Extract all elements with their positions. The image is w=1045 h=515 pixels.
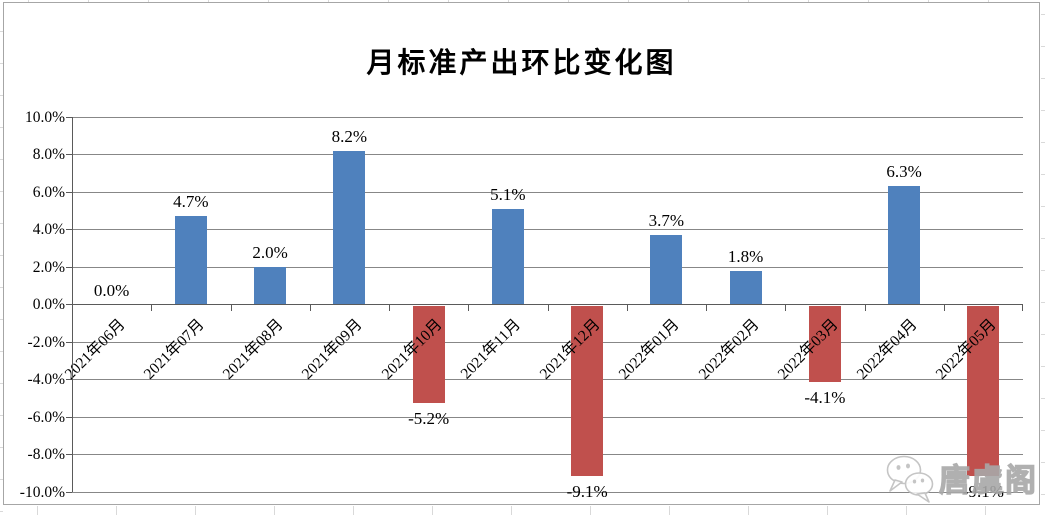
bar[interactable] xyxy=(729,270,762,305)
bar[interactable] xyxy=(967,305,1000,477)
y-axis-tick-label: -10.0% xyxy=(19,483,65,501)
gridline xyxy=(72,116,1023,118)
y-axis-tick xyxy=(66,379,72,380)
bar-value-label: -9.1% xyxy=(566,482,608,502)
y-axis-tick xyxy=(66,116,72,118)
chart-title: 月标准产出环比变化图 xyxy=(366,47,677,78)
bar-value-label: 6.3% xyxy=(886,162,922,182)
spreadsheet-grid-top xyxy=(0,0,1045,3)
bar[interactable] xyxy=(254,267,287,305)
x-axis-tick xyxy=(864,304,866,311)
gridline xyxy=(72,416,1023,418)
category-label: 2021年09月 xyxy=(299,316,366,383)
y-axis-tick-label: -8.0% xyxy=(27,446,65,463)
gridline xyxy=(72,229,1023,230)
y-axis-tick-label: 6.0% xyxy=(32,183,65,201)
y-axis-tick xyxy=(66,454,72,455)
bar-value-label: 5.1% xyxy=(490,184,526,204)
y-axis-tick xyxy=(66,304,72,305)
y-axis-tick xyxy=(66,229,72,230)
x-axis-tick xyxy=(151,304,153,311)
wechat-bubbles-icon xyxy=(886,455,934,503)
gridline xyxy=(72,191,1023,193)
chart-card: 月标准产出环比变化图 10.0% 8.0% 6.0% 4.0% 2.0% 0.0% -2.0… xyxy=(3,2,1040,505)
bar-value-label: 0.0% xyxy=(93,280,130,300)
x-axis-tick xyxy=(230,304,232,311)
bar[interactable] xyxy=(888,186,921,305)
gridline xyxy=(72,379,1023,380)
x-axis-tick xyxy=(1022,304,1023,311)
category-label: 2022年04月 xyxy=(853,316,921,383)
category-label: 2021年08月 xyxy=(219,316,287,383)
y-axis-tick-label: 2.0% xyxy=(32,258,65,276)
watermark-text: 唐虞阁 xyxy=(938,462,1038,498)
y-axis-tick xyxy=(66,341,72,343)
bar[interactable] xyxy=(174,216,207,305)
y-axis-tick-label: 8.0% xyxy=(32,146,65,163)
spreadsheet-grid-bottom xyxy=(0,506,1045,515)
x-axis-line xyxy=(72,304,1023,305)
x-axis-tick xyxy=(468,304,470,311)
bar-value-label: 3.7% xyxy=(648,211,685,231)
gridline xyxy=(72,341,1023,343)
plot-area: 10.0% 8.0% 6.0% 4.0% 2.0% 0.0% -2.0% -4.0% -6.0%… xyxy=(4,3,1039,504)
gridline xyxy=(72,454,1023,455)
y-axis-tick-label: -4.0% xyxy=(27,371,65,388)
bar[interactable] xyxy=(808,305,841,383)
x-axis-tick xyxy=(547,304,549,311)
x-axis-tick xyxy=(706,304,707,311)
watermark: 唐虞阁 xyxy=(882,449,1042,509)
y-axis-tick-label: -2.0% xyxy=(27,333,65,351)
bar[interactable] xyxy=(571,305,604,477)
x-axis-tick xyxy=(943,304,945,311)
category-label: 2022年01月 xyxy=(616,316,683,383)
bar-value-label: 2.0% xyxy=(252,243,288,262)
y-axis-tick-label: 0.0% xyxy=(32,296,65,313)
y-axis-tick xyxy=(66,266,72,268)
y-axis-tick-label: 10.0% xyxy=(24,108,65,126)
spreadsheet-grid-left xyxy=(0,0,3,515)
bar-value-label: 4.7% xyxy=(173,192,209,212)
gridline xyxy=(72,154,1023,155)
gridline xyxy=(72,266,1023,268)
gridline xyxy=(72,491,1023,493)
bar[interactable] xyxy=(333,150,366,305)
bar-value-label: -9.1% xyxy=(962,482,1004,502)
y-axis-tick-label: -6.0% xyxy=(27,408,65,426)
y-axis-tick xyxy=(66,154,72,155)
x-axis-tick xyxy=(309,304,311,311)
x-axis-tick xyxy=(626,304,628,311)
spreadsheet-grid-right xyxy=(1041,0,1045,515)
bar[interactable] xyxy=(650,235,683,305)
category-label: 2021年07月 xyxy=(140,316,208,383)
x-axis-tick xyxy=(785,304,787,311)
y-axis-tick xyxy=(66,416,72,418)
bar-value-label: 8.2% xyxy=(331,126,368,146)
category-label: 2021年11月 xyxy=(457,316,525,383)
category-label: 2022年02月 xyxy=(695,316,763,383)
y-axis-tick xyxy=(66,191,72,193)
bar[interactable] xyxy=(412,305,445,403)
bar-value-label: -5.2% xyxy=(408,409,450,428)
y-axis-tick xyxy=(66,491,72,493)
y-axis-tick-label: 4.0% xyxy=(32,221,65,238)
bar-value-label: 1.8% xyxy=(727,246,764,266)
bar[interactable] xyxy=(491,208,524,305)
x-axis-tick xyxy=(389,304,390,311)
bar-value-label: -4.1% xyxy=(804,388,846,408)
